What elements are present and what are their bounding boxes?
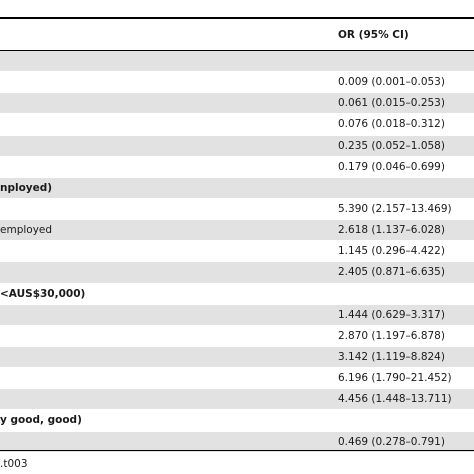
odds-ratio-value: 0.061 (0.015–0.253) <box>338 97 445 110</box>
table-top-rule <box>0 17 474 19</box>
odds-ratio-value: 2.870 (1.197–6.878) <box>338 329 445 342</box>
odds-ratio-value: 0.469 (0.278–0.791) <box>338 435 445 448</box>
odds-ratio-value: 0.179 (0.046–0.699) <box>338 160 445 173</box>
table-row: 3.142 (1.119–8.824) <box>0 346 474 369</box>
or-column-header: OR (95% CI) <box>338 29 409 41</box>
category-heading: <AUS$30,000) <box>0 287 86 300</box>
table-row <box>0 51 474 73</box>
table-row: 2.870 (1.197–6.878) <box>0 326 474 347</box>
table-header-rule <box>0 50 474 51</box>
row-label: employed <box>0 224 53 237</box>
table-row: 0.235 (0.052–1.058) <box>0 135 474 157</box>
table-row: employed 2.618 (1.137–6.028) <box>0 220 474 242</box>
table-bottom-rule <box>0 450 474 451</box>
table-row: 0.009 (0.001–0.053) <box>0 72 474 94</box>
odds-ratio-value: 0.235 (0.052–1.058) <box>338 139 445 152</box>
table-row: nployed) <box>0 177 474 199</box>
odds-ratio-value: 1.444 (0.629–3.317) <box>338 308 445 321</box>
table-row: 6.196 (1.790–21.452) <box>0 368 474 390</box>
odds-ratio-value: 2.405 (0.871–6.635) <box>338 266 445 279</box>
category-heading: y good, good) <box>0 414 82 427</box>
odds-ratio-value: 2.618 (1.137–6.028) <box>338 224 445 237</box>
table-row: y good, good) <box>0 410 474 432</box>
odds-ratio-value: 0.009 (0.001–0.053) <box>338 76 445 89</box>
table-row: 5.390 (2.157–13.469) <box>0 199 474 221</box>
odds-ratio-value: 5.390 (2.157–13.469) <box>338 202 452 215</box>
odds-ratio-value: 3.142 (1.119–8.824) <box>338 350 445 363</box>
odds-ratio-value: 1.145 (0.296–4.422) <box>338 245 445 258</box>
odds-ratio-value: 6.196 (1.790–21.452) <box>338 372 452 385</box>
table-footer-id: .t003 <box>0 458 28 470</box>
odds-ratio-value: 4.456 (1.448–13.711) <box>338 393 452 406</box>
table-row: 0.076 (0.018–0.312) <box>0 114 474 136</box>
table-row: 0.469 (0.278–0.791) <box>0 431 474 453</box>
odds-ratio-value: 0.076 (0.018–0.312) <box>338 118 445 131</box>
category-heading: nployed) <box>0 181 53 194</box>
table-row: 1.145 (0.296–4.422) <box>0 241 474 263</box>
table-row: 4.456 (1.448–13.711) <box>0 389 474 411</box>
table-body: 0.009 (0.001–0.053) 0.061 (0.015–0.253) 0.… <box>0 51 474 453</box>
table-row: 1.444 (0.629–3.317) <box>0 304 474 326</box>
table-row: 0.179 (0.046–0.699) <box>0 157 474 178</box>
table-row: 2.405 (0.871–6.635) <box>0 262 474 284</box>
table-row: 0.061 (0.015–0.253) <box>0 93 474 115</box>
table-row: <AUS$30,000) <box>0 284 474 305</box>
